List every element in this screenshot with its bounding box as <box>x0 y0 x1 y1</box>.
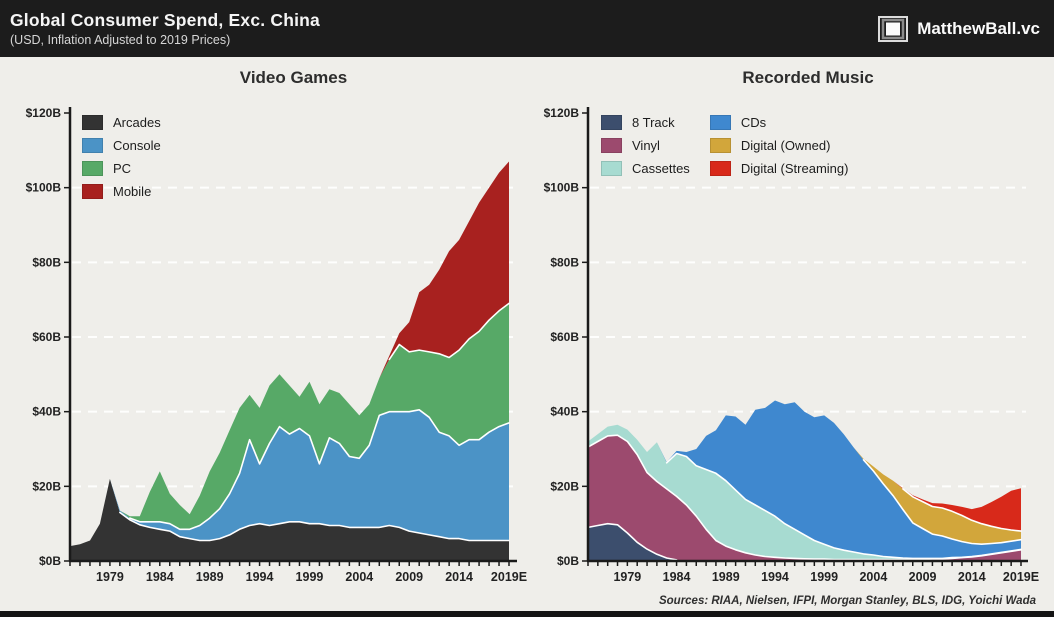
legend-item-8-track: 8 Track <box>601 115 690 130</box>
console-swatch <box>82 138 103 153</box>
recorded-music-legend: 8 Track Vinyl Cassettes CDs Digital (Owned) D… <box>601 115 848 179</box>
legend-item-cds: CDs <box>709 115 849 130</box>
legend-label: Vinyl <box>632 138 660 153</box>
cassettes-area <box>588 424 1021 560</box>
legend-item-vinyl: Vinyl <box>601 138 690 153</box>
svg-text:1994: 1994 <box>246 570 274 584</box>
legend-label: Digital (Owned) <box>740 138 831 153</box>
cds-swatch <box>709 115 731 130</box>
svg-text:$60B: $60B <box>550 330 579 344</box>
svg-text:2019E: 2019E <box>1003 570 1039 584</box>
svg-text:$0B: $0B <box>557 554 579 568</box>
svg-text:$40B: $40B <box>32 405 61 419</box>
recorded-music-chart: $0B $20B $40B $60B $80B $100B $120B 1979 1984 198… <box>544 106 1039 584</box>
pc-swatch <box>82 161 103 176</box>
svg-text:1989: 1989 <box>196 570 224 584</box>
cassettes-swatch <box>601 161 622 176</box>
svg-text:$80B: $80B <box>32 255 61 269</box>
svg-text:2019E: 2019E <box>491 570 527 584</box>
video-games-title: Video Games <box>239 68 348 87</box>
brand-name: MatthewBall.vc <box>917 18 1040 38</box>
header-bar: Global Consumer Spend, Exc. China (USD, … <box>0 0 1054 57</box>
footer-strip <box>0 611 1054 617</box>
svg-text:1999: 1999 <box>810 570 838 584</box>
x-axis-labels: 1979 1984 1989 1994 1999 2004 2009 2014 2019E <box>69 561 527 584</box>
svg-text:2009: 2009 <box>395 570 423 584</box>
arcades-swatch <box>82 115 103 130</box>
svg-text:$20B: $20B <box>32 479 61 493</box>
recorded-music-title: Recorded Music <box>742 68 874 87</box>
matthewball-logo-icon <box>878 15 909 42</box>
y-axis-labels: $0B $20B $40B $60B $80B $100B $120B <box>544 106 588 568</box>
svg-text:$80B: $80B <box>550 255 579 269</box>
axes <box>586 107 1028 563</box>
svg-text:2014: 2014 <box>445 570 473 584</box>
video-games-legend: Arcades Console PC Mobile <box>82 115 161 199</box>
header-titles: Global Consumer Spend, Exc. China (USD, … <box>10 10 320 47</box>
cds-area <box>588 400 1021 559</box>
charts-canvas: $0B $20B $40B $60B $80B $100B $120B 1979 1984 198… <box>26 106 1039 584</box>
8-track-area <box>588 523 1021 561</box>
digital-streaming-swatch <box>709 161 731 176</box>
arcades-area <box>70 478 509 561</box>
legend-item-digital-owned: Digital (Owned) <box>709 138 849 153</box>
svg-text:2004: 2004 <box>859 570 887 584</box>
legend-label: PC <box>113 161 132 176</box>
svg-text:$60B: $60B <box>32 330 61 344</box>
axes <box>68 107 517 563</box>
y-axis-labels: $0B $20B $40B $60B $80B $100B $120B <box>26 106 70 568</box>
charts-panel: $0B $20B $40B $60B $80B $100B $120B 1979 1984 198… <box>0 57 1054 611</box>
svg-text:1984: 1984 <box>146 570 174 584</box>
svg-text:1984: 1984 <box>663 570 691 584</box>
svg-text:1999: 1999 <box>296 570 324 584</box>
svg-text:$100B: $100B <box>544 181 580 195</box>
legend-item-mobile: Mobile <box>82 184 161 199</box>
legend-item-digital-streaming: Digital (Streaming) <box>709 161 849 176</box>
svg-text:2004: 2004 <box>345 570 373 584</box>
svg-text:$120B: $120B <box>544 106 580 120</box>
svg-text:$40B: $40B <box>550 405 579 419</box>
video-games-chart: $0B $20B $40B $60B $80B $100B $120B 1979 1984 198… <box>26 106 527 584</box>
digital-streaming-area <box>588 400 1021 532</box>
page-subtitle: (USD, Inflation Adjusted to 2019 Prices) <box>10 33 231 47</box>
svg-text:$120B: $120B <box>26 106 62 120</box>
mobile-swatch <box>82 184 103 199</box>
legend-item-pc: PC <box>82 161 161 176</box>
svg-text:$0B: $0B <box>39 554 61 568</box>
legend-label: Mobile <box>113 184 152 199</box>
legend-item-cassettes: Cassettes <box>601 161 690 176</box>
brand: MatthewBall.vc <box>877 15 1040 43</box>
svg-text:1989: 1989 <box>712 570 740 584</box>
svg-text:1979: 1979 <box>613 570 641 584</box>
8-track-swatch <box>601 115 622 130</box>
vinyl-swatch <box>601 138 622 153</box>
svg-text:2009: 2009 <box>909 570 937 584</box>
legend-label: Arcades <box>113 115 161 130</box>
page-title: Global Consumer Spend, Exc. China <box>10 10 320 30</box>
svg-text:2014: 2014 <box>958 570 986 584</box>
svg-text:$100B: $100B <box>26 181 62 195</box>
digital-owned-area <box>588 400 1021 545</box>
stacked-areas <box>70 161 509 561</box>
pc-area <box>70 303 509 547</box>
legend-item-arcades: Arcades <box>82 115 161 130</box>
legend-item-console: Console <box>82 138 161 153</box>
svg-text:1979: 1979 <box>96 570 124 584</box>
legend-label: 8 Track <box>632 115 675 130</box>
vinyl-area <box>588 435 1021 561</box>
legend-label: Digital (Streaming) <box>740 161 849 176</box>
stacked-areas <box>588 400 1021 561</box>
sources-note: Sources: RIAA, Nielsen, IFPI, Morgan Sta… <box>658 595 1036 607</box>
legend-label: Cassettes <box>632 161 690 176</box>
console-area <box>70 409 509 547</box>
legend-label: Console <box>113 138 161 153</box>
digital-owned-swatch <box>709 138 731 153</box>
x-axis-labels: 1979 1984 1989 1994 1999 2004 2009 2014 2019E <box>587 561 1039 584</box>
svg-text:1994: 1994 <box>761 570 789 584</box>
legend-label: CDs <box>740 115 767 130</box>
svg-text:$20B: $20B <box>550 479 579 493</box>
